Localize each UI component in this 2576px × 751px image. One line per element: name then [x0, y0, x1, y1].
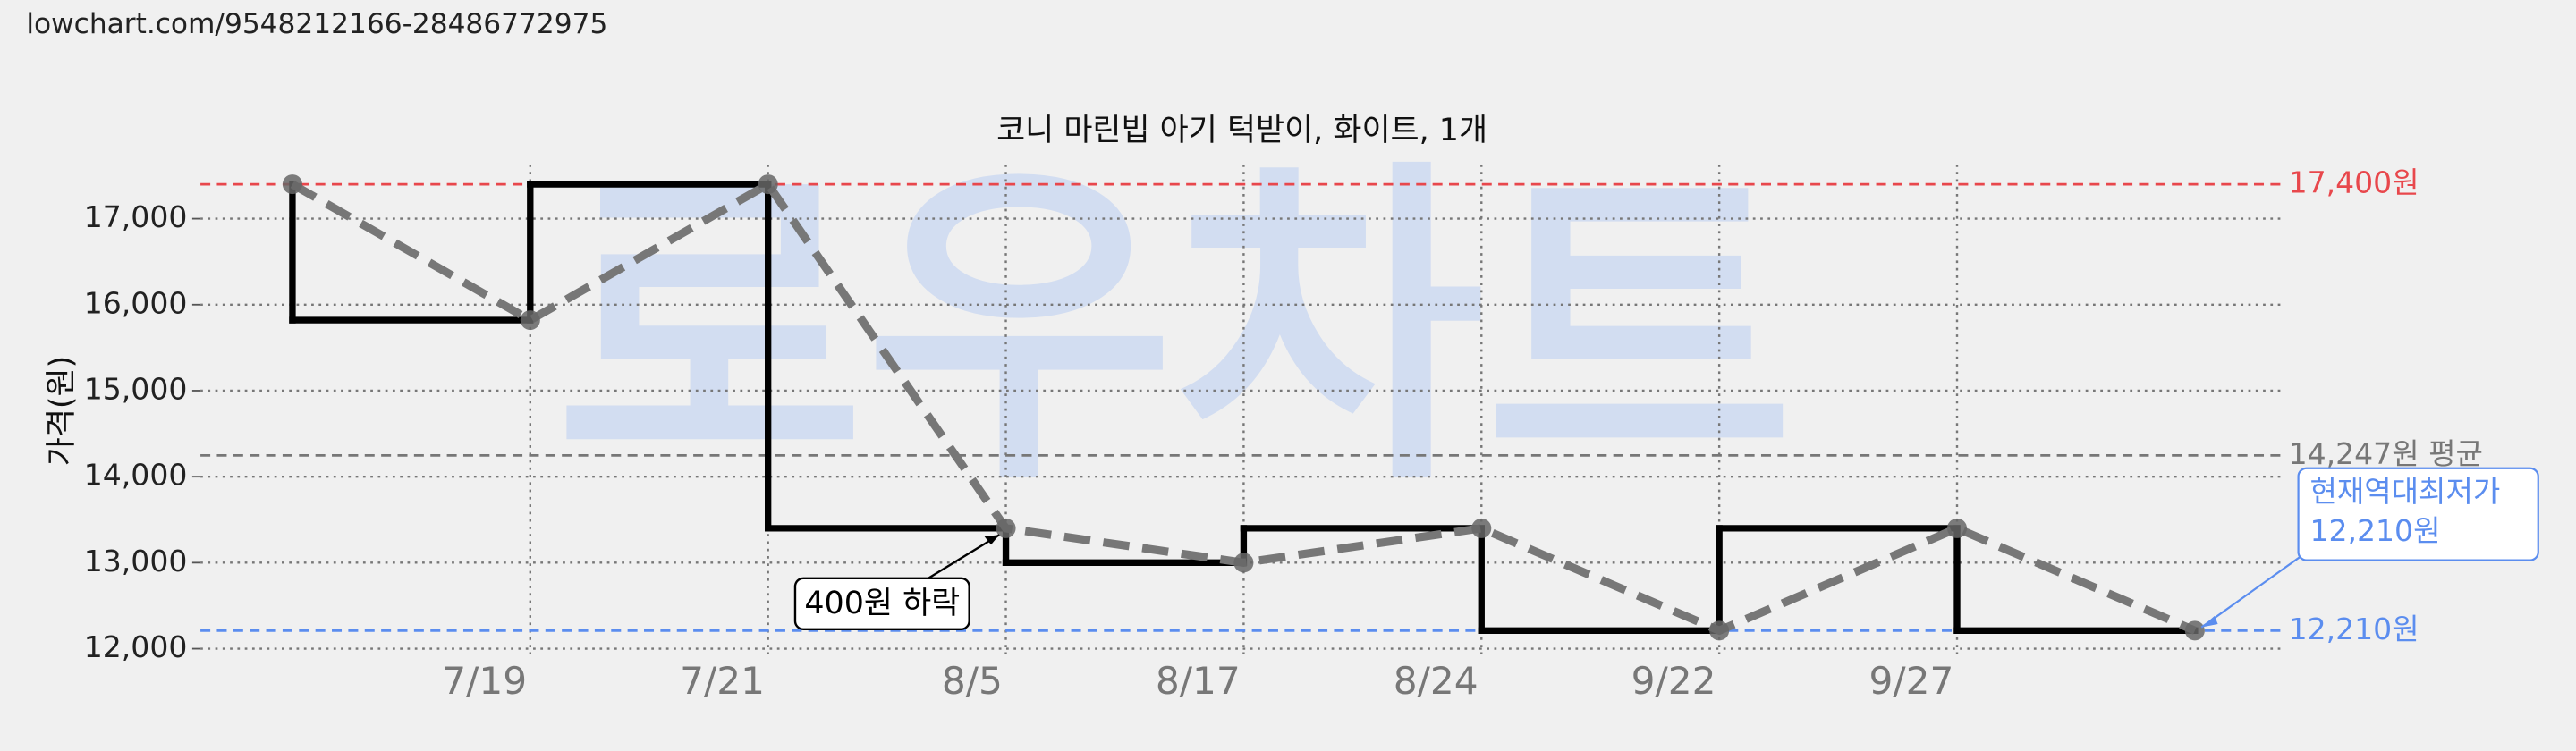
price-point	[1946, 518, 1968, 538]
watermark: 로우차트	[555, 132, 1794, 525]
y-tick-label: 14,000	[84, 458, 188, 493]
annotation-arrow	[2200, 556, 2301, 629]
price-point	[996, 518, 1016, 538]
x-tick-label: 9/22	[1631, 659, 1716, 703]
y-tick-label: 15,000	[84, 371, 188, 406]
price-point	[520, 310, 540, 331]
chart-title: 코니 마린빕 아기 턱받이, 화이트, 1개	[996, 113, 1487, 148]
y-tick-label: 16,000	[84, 285, 188, 320]
price-point	[1233, 553, 1254, 573]
annotation-text: 400원 하락	[804, 586, 960, 621]
y-tick-label: 13,000	[84, 544, 188, 578]
annotation-arrowhead	[2201, 615, 2218, 628]
x-tick-label: 7/19	[442, 659, 527, 703]
annotation-box	[2297, 467, 2539, 561]
x-tick-label: 8/17	[1156, 659, 1241, 703]
x-tick-label: 8/24	[1394, 659, 1479, 703]
annotation-text: 12,210원	[2309, 513, 2440, 548]
annotation-box	[793, 577, 970, 630]
reference-label: 17,400원	[2289, 165, 2419, 200]
annotation-arrowhead	[984, 535, 1000, 545]
x-tick-label: 9/27	[1868, 659, 1953, 703]
price-point	[1709, 620, 1730, 641]
price-point	[758, 174, 778, 195]
x-tick-label: 7/21	[680, 659, 765, 703]
x-tick-label: 8/5	[942, 659, 1003, 703]
reference-label: 12,210원	[2289, 612, 2419, 646]
reference-label: 14,247원 평균	[2289, 436, 2483, 471]
url-header: lowchart.com/9548212166-28486772975	[26, 8, 607, 40]
y-axis-label: 가격(원)	[44, 356, 80, 466]
y-tick-label: 17,000	[84, 199, 188, 234]
annotation-text: 현재역대최저가	[2309, 474, 2500, 509]
y-tick-label: 12,000	[84, 629, 188, 664]
price-point	[282, 174, 302, 195]
annotation-arrow	[928, 534, 1000, 579]
price-point	[2184, 620, 2205, 641]
price-point	[1471, 518, 1492, 538]
